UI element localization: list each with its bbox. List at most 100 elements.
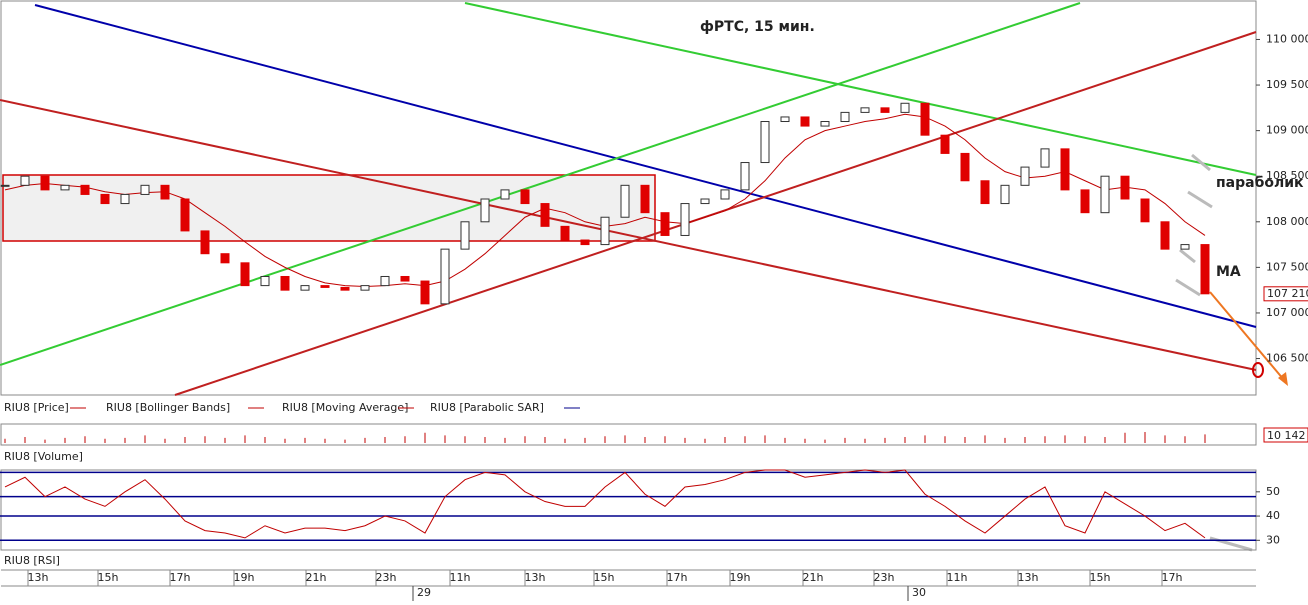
candle <box>820 121 830 127</box>
volume-panel <box>0 423 1257 446</box>
candle <box>160 184 170 200</box>
candle <box>60 184 70 191</box>
rsi-line <box>4 469 1206 539</box>
candle <box>420 280 430 305</box>
candle <box>460 221 470 250</box>
candle <box>760 121 770 164</box>
candle <box>1060 148 1070 191</box>
date-label: 29 <box>417 586 431 599</box>
candle <box>680 203 690 236</box>
x-tick-label: 13h <box>28 571 49 584</box>
legend-entry: RIU8 [Price] <box>4 401 69 414</box>
trend-line <box>34 4 1257 328</box>
candle <box>320 285 330 288</box>
trend-line <box>464 2 1257 176</box>
forecast-arrow <box>1209 291 1285 381</box>
x-tick-label: 15h <box>98 571 119 584</box>
legend-entry: RIU8 [Moving Average] <box>282 401 408 414</box>
candle <box>360 285 370 291</box>
candle <box>400 275 410 282</box>
candle <box>1200 244 1210 295</box>
y-tick-label: 109 000 <box>1266 124 1308 137</box>
hint-stroke <box>1179 248 1196 264</box>
y-tick-label: 108 000 <box>1266 215 1308 228</box>
candle <box>1020 166 1030 186</box>
volume-last-label: 10 142 <box>1267 429 1306 442</box>
candle <box>800 116 810 127</box>
candle <box>80 184 90 195</box>
candle <box>280 275 290 291</box>
candle <box>200 230 210 255</box>
panel-label: RIU8 [Volume] <box>4 450 83 463</box>
x-tick-label: 21h <box>803 571 824 584</box>
candle <box>520 189 530 205</box>
x-tick-label: 21h <box>306 571 327 584</box>
candle <box>1080 189 1090 214</box>
y-tick-label: 108 500 <box>1266 169 1308 182</box>
candle <box>780 116 790 123</box>
x-tick-label: 15h <box>594 571 615 584</box>
x-tick-label: 19h <box>730 571 751 584</box>
rsi-tick-label: 40 <box>1266 509 1280 522</box>
candle <box>960 152 970 182</box>
rsi-tick-label: 30 <box>1266 533 1280 546</box>
candle <box>620 184 630 218</box>
x-tick-label: 13h <box>525 571 546 584</box>
candle <box>20 175 30 186</box>
candle <box>840 111 850 123</box>
candle <box>120 193 130 205</box>
candle <box>140 184 150 195</box>
candle <box>1000 184 1010 205</box>
candle <box>380 275 390 287</box>
last-price-label: 107 210 <box>1267 287 1308 300</box>
x-tick-label: 11h <box>450 571 471 584</box>
trend-lines <box>0 2 1257 396</box>
chart-title: фРТС, 15 мин. <box>700 19 815 35</box>
candle <box>340 286 350 291</box>
x-tick-label: 13h <box>1018 571 1039 584</box>
candle <box>1120 175 1130 200</box>
panel-label: RIU8 [RSI] <box>4 554 60 567</box>
candle <box>500 189 510 200</box>
candle <box>1100 175 1110 214</box>
candle <box>980 180 990 205</box>
candle <box>900 102 910 113</box>
target-circle <box>1252 362 1264 378</box>
candle <box>540 203 550 227</box>
y-tick-label: 107 000 <box>1266 306 1308 319</box>
range-zone <box>2 174 656 242</box>
trend-line <box>0 2 1081 366</box>
y-tick-label: 109 500 <box>1266 78 1308 91</box>
legend-entry: RIU8 [Bollinger Bands] <box>106 401 230 414</box>
x-tick-label: 17h <box>667 571 688 584</box>
candle <box>1180 244 1190 250</box>
hint-stroke <box>1191 153 1211 172</box>
rsi-panel <box>0 469 1257 551</box>
x-tick-label: 15h <box>1090 571 1111 584</box>
x-tick-label: 11h <box>947 571 968 584</box>
candle <box>220 253 230 264</box>
candle <box>700 198 710 205</box>
candle <box>1140 198 1150 223</box>
x-tick-label: 23h <box>376 571 397 584</box>
candle <box>580 239 590 246</box>
candle <box>720 189 730 200</box>
hint-stroke <box>1175 278 1201 297</box>
candle <box>100 193 110 205</box>
candle <box>440 248 450 305</box>
candle <box>40 175 50 191</box>
candle <box>480 198 490 223</box>
candle <box>260 275 270 287</box>
candle <box>1040 148 1050 168</box>
candle <box>240 262 250 287</box>
rsi-tick-label: 50 <box>1266 485 1280 498</box>
annotation: MA <box>1216 264 1241 280</box>
legend-entry: RIU8 [Parabolic SAR] <box>430 401 544 414</box>
trend-line <box>0 99 1257 371</box>
last-price-box <box>1263 286 1308 302</box>
candle <box>940 134 950 154</box>
candle <box>860 107 870 113</box>
candle <box>640 184 650 214</box>
x-tick-label: 17h <box>170 571 191 584</box>
